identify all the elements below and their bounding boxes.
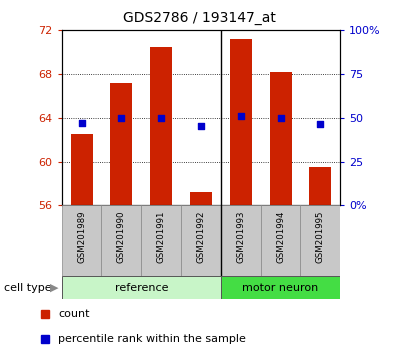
Point [118, 115, 125, 120]
Text: GSM201993: GSM201993 [236, 211, 245, 263]
Bar [141, 205, 181, 276]
Text: GDS2786 / 193147_at: GDS2786 / 193147_at [123, 11, 275, 25]
Bar [300, 205, 340, 276]
Text: ▶: ▶ [50, 282, 58, 293]
Text: GSM201994: GSM201994 [276, 211, 285, 263]
Bar [270, 72, 291, 205]
Text: motor neuron: motor neuron [242, 282, 319, 293]
Bar [310, 167, 332, 205]
Point [238, 113, 244, 118]
Bar [101, 205, 141, 276]
Text: GSM201989: GSM201989 [77, 211, 86, 263]
Text: GSM201992: GSM201992 [197, 211, 205, 263]
Point [198, 124, 204, 129]
Bar [111, 82, 132, 205]
Bar [62, 205, 101, 276]
Bar [221, 205, 261, 276]
Text: GSM201995: GSM201995 [316, 211, 325, 263]
Text: reference: reference [115, 282, 168, 293]
Bar [62, 276, 221, 299]
Point [78, 120, 85, 126]
Text: GSM201990: GSM201990 [117, 211, 126, 263]
Bar [230, 39, 252, 205]
Text: cell type: cell type [4, 282, 52, 293]
Point [277, 115, 284, 120]
Point [317, 121, 324, 127]
Bar [71, 134, 92, 205]
Point [158, 115, 164, 120]
Bar [261, 205, 300, 276]
Text: GSM201991: GSM201991 [157, 211, 166, 263]
Bar [181, 205, 221, 276]
Bar [221, 276, 340, 299]
Text: count: count [58, 309, 90, 319]
Text: percentile rank within the sample: percentile rank within the sample [58, 335, 246, 344]
Bar [150, 46, 172, 205]
Bar [190, 192, 212, 205]
